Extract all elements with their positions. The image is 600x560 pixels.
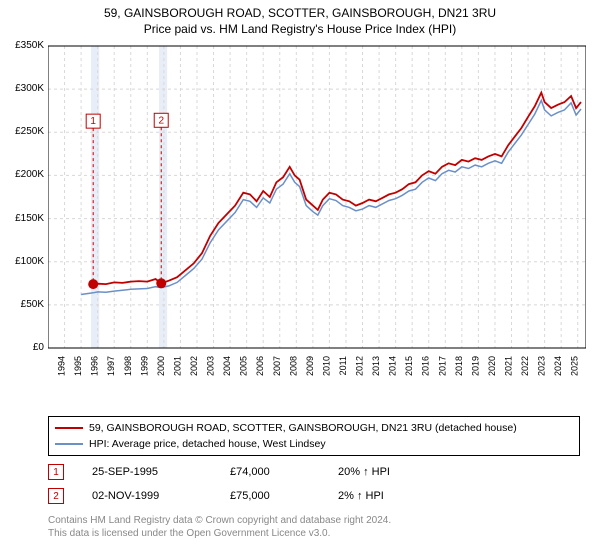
svg-text:2021: 2021 [504,356,514,376]
svg-text:2006: 2006 [255,356,265,376]
svg-text:2013: 2013 [371,356,381,376]
svg-text:1995: 1995 [73,356,83,376]
legend-row: 59, GAINSBOROUGH ROAD, SCOTTER, GAINSBOR… [55,420,573,436]
event-row: 2 02-NOV-1999 £75,000 2% ↑ HPI [48,484,580,508]
y-tick-label: £0 [0,342,44,353]
svg-text:1996: 1996 [90,356,100,376]
event-price: £75,000 [230,490,310,502]
svg-text:2004: 2004 [222,356,232,376]
chart-title-line1: 59, GAINSBOROUGH ROAD, SCOTTER, GAINSBOR… [0,0,600,20]
svg-text:1999: 1999 [139,356,149,376]
svg-text:1: 1 [90,116,96,127]
svg-text:2016: 2016 [421,356,431,376]
svg-text:2023: 2023 [537,356,547,376]
svg-text:2018: 2018 [454,356,464,376]
svg-text:2003: 2003 [206,356,216,376]
event-marker: 1 [48,464,64,480]
svg-text:2022: 2022 [520,356,530,376]
y-tick-label: £250K [0,126,44,137]
legend-swatch [55,443,83,445]
svg-text:2025: 2025 [570,356,580,376]
svg-text:2: 2 [158,115,164,126]
y-tick-label: £200K [0,169,44,180]
svg-text:1994: 1994 [57,356,67,376]
svg-text:2010: 2010 [321,356,331,376]
event-date: 02-NOV-1999 [92,490,202,502]
legend-swatch [55,427,83,429]
footnote-line2: This data is licensed under the Open Gov… [48,527,580,540]
svg-text:2001: 2001 [172,356,182,376]
chart-title-line2: Price paid vs. HM Land Registry's House … [0,20,600,36]
svg-text:2007: 2007 [272,356,282,376]
svg-text:2020: 2020 [487,356,497,376]
event-row: 1 25-SEP-1995 £74,000 20% ↑ HPI [48,460,580,484]
y-tick-label: £50K [0,299,44,310]
event-price: £74,000 [230,466,310,478]
chart-container: 59, GAINSBOROUGH ROAD, SCOTTER, GAINSBOR… [0,0,600,560]
legend-row: HPI: Average price, detached house, West… [55,436,573,452]
svg-text:2011: 2011 [338,356,348,375]
event-marker: 2 [48,488,64,504]
svg-text:1998: 1998 [123,356,133,376]
svg-text:2024: 2024 [553,356,563,376]
y-tick-label: £100K [0,256,44,267]
svg-text:2008: 2008 [288,356,298,376]
svg-text:2009: 2009 [305,356,315,376]
footnote-line1: Contains HM Land Registry data © Crown c… [48,514,580,527]
line-chart: 1 2 1993 1994 1995 1996 1997 1998 1999 2000 2001 20… [48,42,586,402]
svg-text:2012: 2012 [355,356,365,376]
event-change: 2% ↑ HPI [338,490,428,502]
svg-text:2005: 2005 [239,356,249,376]
svg-text:1993: 1993 [48,356,50,376]
y-tick-label: £350K [0,40,44,51]
legend-label: HPI: Average price, detached house, West… [89,438,326,450]
legend-box: 59, GAINSBOROUGH ROAD, SCOTTER, GAINSBOR… [48,416,580,456]
svg-text:2002: 2002 [189,356,199,376]
event-change: 20% ↑ HPI [338,466,428,478]
svg-text:2015: 2015 [404,356,414,376]
svg-text:2017: 2017 [437,356,447,376]
y-tick-label: £300K [0,83,44,94]
event-date: 25-SEP-1995 [92,466,202,478]
event-table: 1 25-SEP-1995 £74,000 20% ↑ HPI 2 02-NOV-1999… [48,460,580,508]
footnote: Contains HM Land Registry data © Crown c… [48,514,580,540]
svg-text:2014: 2014 [388,356,398,376]
svg-text:1997: 1997 [106,356,116,376]
y-tick-label: £150K [0,213,44,224]
svg-text:2019: 2019 [470,356,480,376]
svg-text:2000: 2000 [156,356,166,376]
legend-label: 59, GAINSBOROUGH ROAD, SCOTTER, GAINSBOR… [89,422,517,434]
